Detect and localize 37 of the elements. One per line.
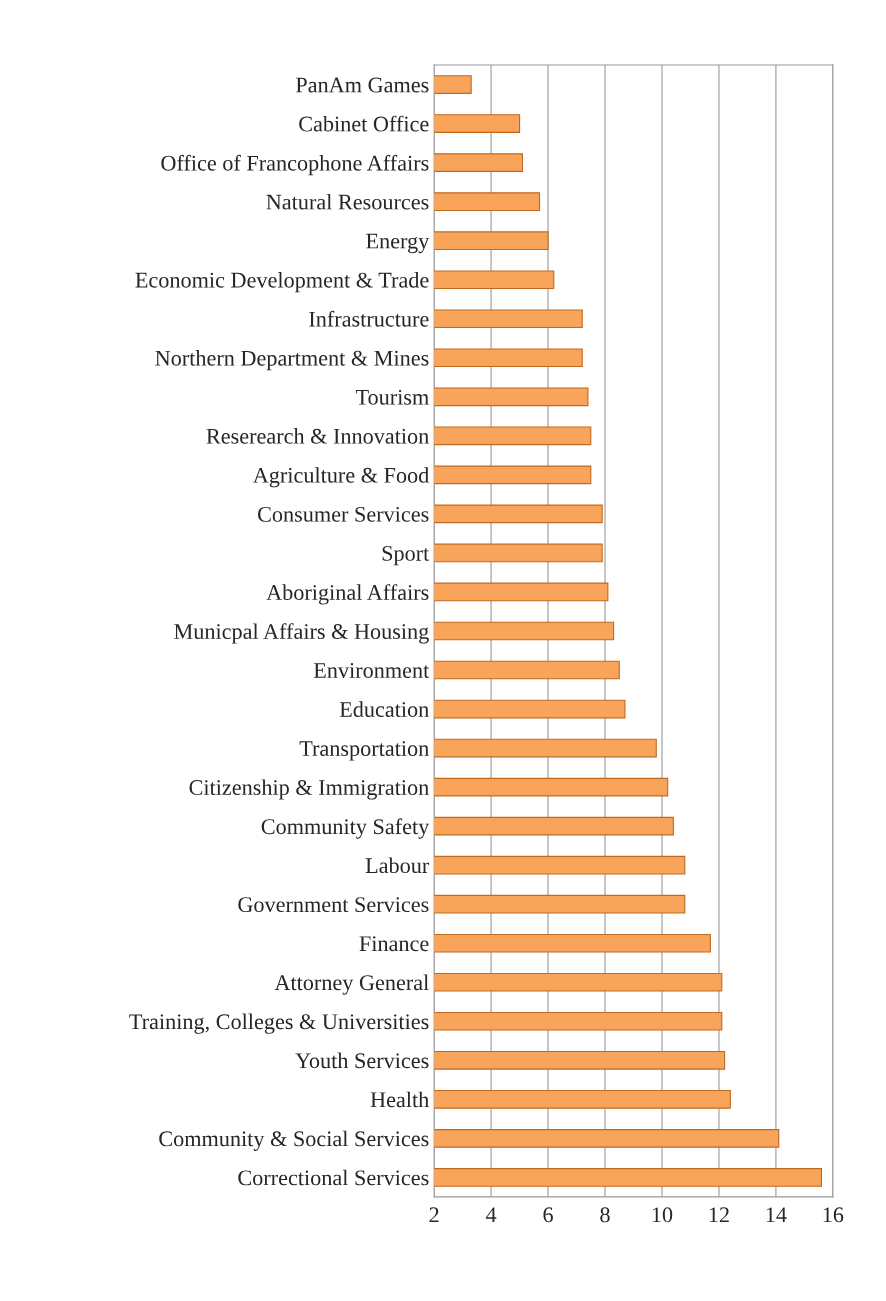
y-tick-label: Economic Development & Trade <box>135 272 429 293</box>
y-tick-label: Community & Social Services <box>159 1130 429 1151</box>
y-tick-label: Health <box>370 1091 429 1108</box>
x-tick-label: 2 <box>429 1207 439 1223</box>
y-tick-label: Training, Colleges & Universities <box>129 1013 429 1034</box>
y-tick-label: Infrastructure <box>309 310 429 327</box>
x-tick-label: 14 <box>766 1207 787 1223</box>
y-tick-label: Energy <box>366 233 430 254</box>
y-tick-label: Aboriginal Affairs <box>266 584 429 605</box>
y-tick-label: Government Services <box>238 897 429 913</box>
y-tick-label: Labour <box>365 857 430 874</box>
y-tick-label: Transportation <box>299 741 429 761</box>
y-tick-label: Community Safety <box>261 818 430 839</box>
y-tick-label: Consumer Services <box>258 506 429 522</box>
y-tick-label: Northern Department & Mines <box>155 350 429 371</box>
y-tick-label: Cabinet Office <box>299 115 429 132</box>
y-tick-label: Sport <box>382 545 430 566</box>
x-tick-label: 12 <box>709 1207 729 1223</box>
y-tick-label: Tourism <box>355 389 429 405</box>
y-tick-label: Environment <box>313 663 430 678</box>
y-tick-label: Education <box>339 701 429 717</box>
y-tick-label: PanAm Games <box>295 77 429 93</box>
x-tick-label: 16 <box>823 1207 844 1223</box>
y-tick-label: Youth Services <box>295 1052 429 1069</box>
y-tick-label: Finance <box>359 936 429 952</box>
x-tick-label: 8 <box>600 1207 610 1223</box>
y-tick-label: Agriculture & Food <box>252 467 430 488</box>
y-tick-label: Natural Resources <box>266 193 429 210</box>
x-tick-label: 4 <box>485 1207 497 1223</box>
x-tick-label: 10 <box>652 1207 673 1223</box>
y-tick-label: Correctional Services <box>238 1169 429 1186</box>
x-tick-label: 6 <box>543 1207 553 1223</box>
y-tick-label: Municpal Affairs & Housing <box>174 623 429 644</box>
y-tick-label: Citizenship & Immigration <box>189 779 429 800</box>
y-tick-label: Reserearch & Innovation <box>206 428 429 444</box>
y-tick-label: Attorney General <box>274 974 429 995</box>
y-tick-label: Office of Francophone Affairs <box>161 154 429 176</box>
